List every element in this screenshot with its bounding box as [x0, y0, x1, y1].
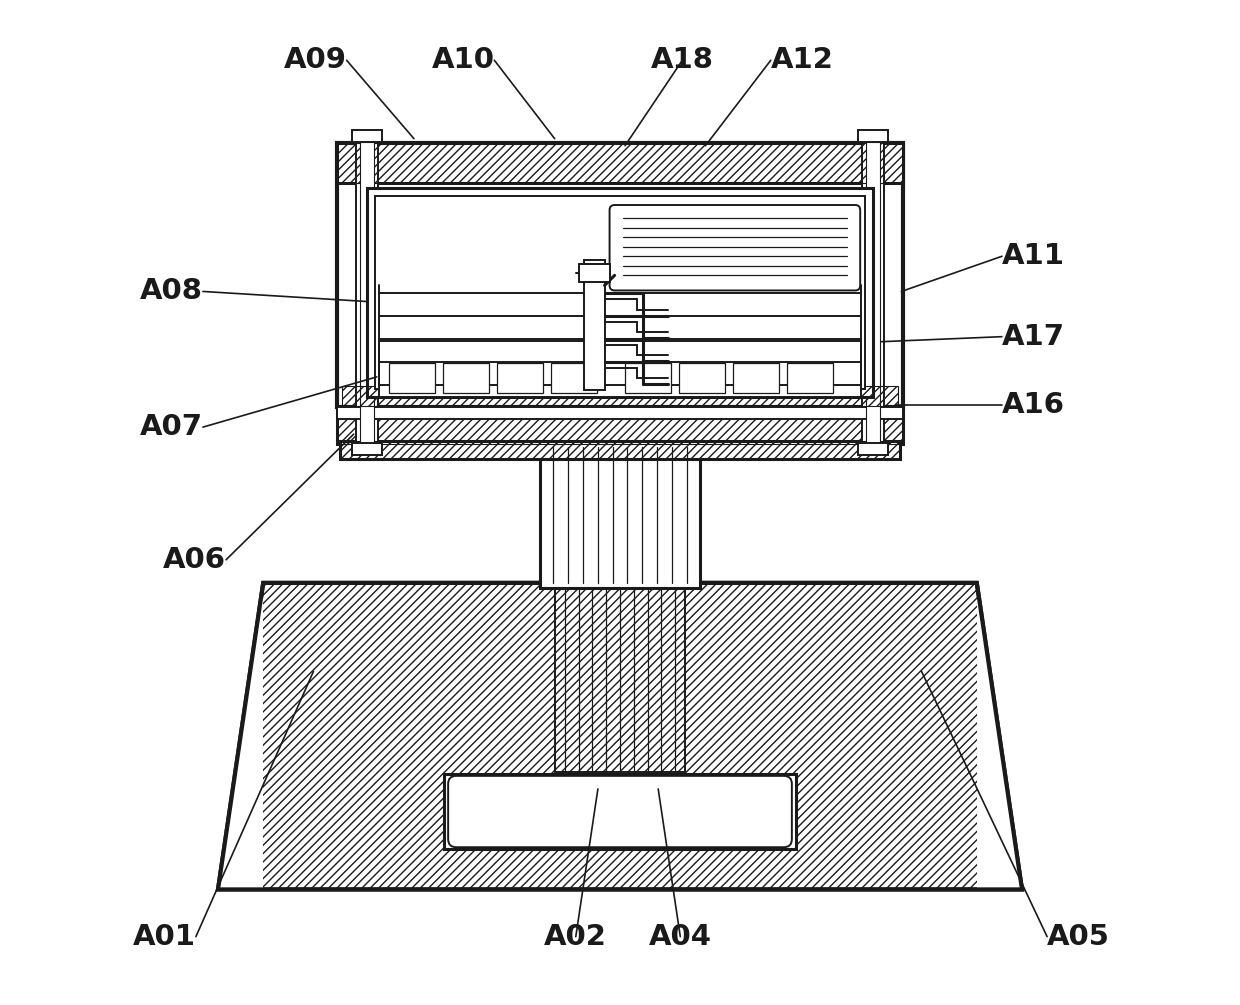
Bar: [360, 142, 373, 443]
Text: A16: A16: [1002, 391, 1065, 419]
Text: A11: A11: [1002, 242, 1065, 270]
Text: A05: A05: [1047, 923, 1110, 951]
Bar: [336, 406, 904, 444]
Polygon shape: [977, 583, 1022, 889]
Bar: [336, 143, 904, 183]
Bar: [867, 142, 880, 443]
Text: A07: A07: [140, 413, 203, 441]
Bar: [497, 363, 543, 393]
Bar: [625, 363, 671, 393]
Bar: [858, 130, 888, 142]
Bar: [733, 363, 779, 393]
Bar: [378, 341, 862, 397]
Bar: [356, 138, 378, 447]
FancyBboxPatch shape: [448, 776, 792, 847]
Bar: [367, 188, 873, 397]
Bar: [336, 406, 904, 444]
Bar: [389, 363, 435, 393]
Bar: [786, 363, 833, 393]
Bar: [352, 443, 382, 455]
Bar: [336, 143, 904, 183]
Bar: [336, 143, 904, 407]
FancyBboxPatch shape: [610, 205, 861, 290]
Text: A01: A01: [133, 923, 196, 951]
Text: A08: A08: [140, 277, 203, 306]
Polygon shape: [218, 583, 263, 889]
Bar: [862, 138, 884, 447]
Bar: [336, 407, 904, 419]
Polygon shape: [218, 583, 1022, 889]
Bar: [341, 386, 899, 406]
Bar: [554, 588, 686, 772]
Text: A02: A02: [544, 923, 608, 951]
Bar: [539, 442, 701, 588]
Bar: [340, 441, 900, 459]
Bar: [579, 264, 610, 282]
Text: A10: A10: [432, 46, 495, 74]
Text: A18: A18: [651, 46, 714, 74]
Bar: [444, 774, 796, 849]
Text: A09: A09: [284, 46, 347, 74]
Bar: [374, 196, 866, 389]
Bar: [678, 363, 724, 393]
Text: A04: A04: [649, 923, 712, 951]
Text: A12: A12: [771, 46, 833, 74]
Bar: [858, 443, 888, 455]
Bar: [340, 441, 900, 459]
Bar: [443, 363, 489, 393]
Bar: [551, 363, 596, 393]
Text: A06: A06: [162, 546, 226, 574]
Bar: [584, 260, 605, 390]
Text: A17: A17: [1002, 323, 1065, 351]
Bar: [352, 130, 382, 142]
